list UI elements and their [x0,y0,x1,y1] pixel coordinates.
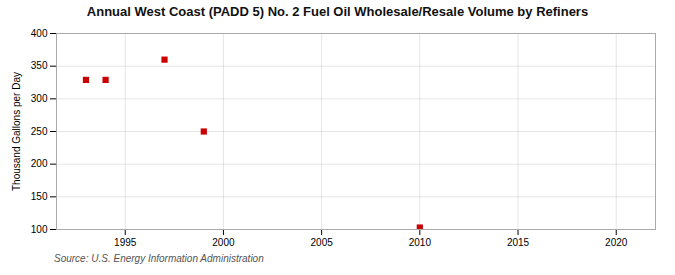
svg-text:400: 400 [31,28,48,39]
svg-text:2015: 2015 [507,237,530,248]
svg-text:2020: 2020 [605,237,628,248]
svg-text:2000: 2000 [212,237,235,248]
svg-text:350: 350 [31,60,48,71]
svg-text:Thousand Gallons per Day: Thousand Gallons per Day [11,72,22,191]
svg-text:2005: 2005 [311,237,334,248]
html-text:Annual West Coast (PADD 5) No.: Annual West Coast (PADD 5) No. 2 Fuel Oi… [86,4,589,19]
svg-text:100: 100 [31,224,48,235]
html-text:Source: U.S. Energy Informatio: Source: U.S. Energy Information Administ… [54,253,264,264]
svg-text:2010: 2010 [409,237,432,248]
svg-text:1995: 1995 [114,237,137,248]
svg-text:300: 300 [31,93,48,104]
svg-text:200: 200 [31,158,48,169]
svg-text:250: 250 [31,126,48,137]
svg-text:150: 150 [31,191,48,202]
